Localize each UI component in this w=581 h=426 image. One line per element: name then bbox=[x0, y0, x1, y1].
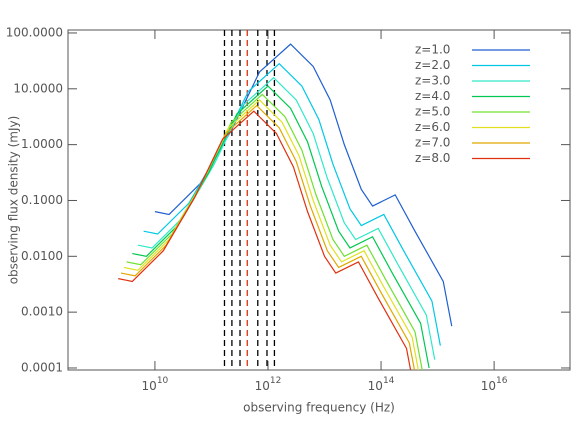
x-tick-exponent: 10 bbox=[157, 376, 169, 386]
legend-label: z=1.0 bbox=[415, 43, 450, 57]
x-tick-base: 10 bbox=[368, 379, 383, 393]
x-tick-base: 10 bbox=[142, 379, 157, 393]
x-tick-label: 1016 bbox=[481, 376, 508, 393]
x-tick-exponent: 16 bbox=[496, 376, 508, 386]
x-tick-exponent: 12 bbox=[270, 376, 281, 386]
y-axis-label: observing flux density (mJy) bbox=[7, 116, 21, 285]
series-line bbox=[143, 62, 441, 346]
legend-label: z=3.0 bbox=[415, 74, 450, 88]
x-tick-base: 10 bbox=[481, 379, 496, 393]
legend-label: z=7.0 bbox=[415, 136, 450, 150]
x-tick-base: 10 bbox=[255, 379, 270, 393]
y-tick-label: 0.0001 bbox=[21, 360, 63, 374]
series-line bbox=[118, 110, 412, 370]
x-axis-label: observing frequency (Hz) bbox=[243, 401, 395, 415]
legend-label: z=6.0 bbox=[415, 120, 450, 134]
x-tick-label: 1012 bbox=[255, 376, 282, 393]
plot-area bbox=[118, 30, 453, 370]
y-tick-label: 1.0000 bbox=[21, 137, 63, 151]
legend-label: z=2.0 bbox=[415, 58, 450, 72]
legend-label: z=5.0 bbox=[415, 105, 450, 119]
y-tick-label: 10.0000 bbox=[13, 81, 63, 95]
y-tick-label: 0.0100 bbox=[21, 249, 63, 263]
legend-label: z=8.0 bbox=[415, 151, 450, 165]
y-tick-label: 0.1000 bbox=[21, 193, 63, 207]
x-tick-label: 1014 bbox=[368, 376, 395, 393]
x-tick-label: 1010 bbox=[142, 376, 169, 393]
y-tick-label: 0.0010 bbox=[21, 305, 63, 319]
x-tick-exponent: 14 bbox=[383, 376, 395, 386]
legend-label: z=4.0 bbox=[415, 89, 450, 103]
y-tick-label: 100.0000 bbox=[6, 25, 63, 39]
